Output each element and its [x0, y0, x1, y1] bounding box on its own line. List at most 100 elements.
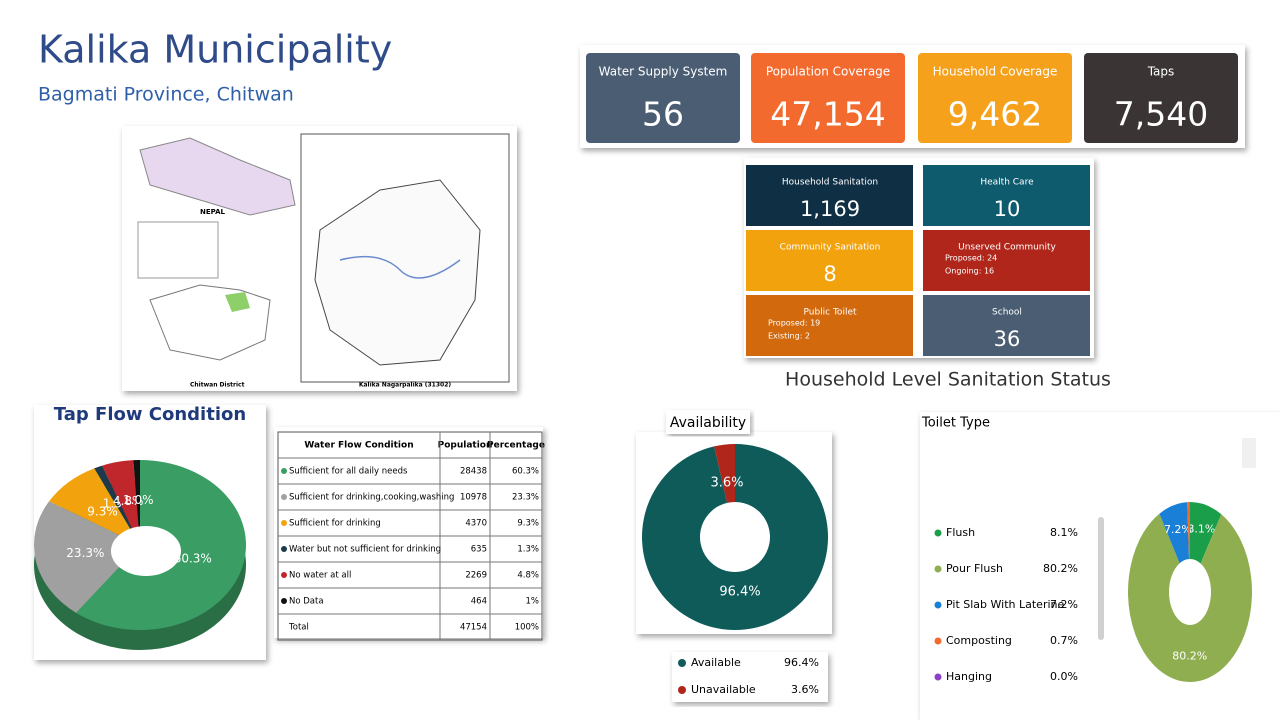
kpi-value: 56 [642, 95, 684, 134]
map-label: Chitwan District [190, 382, 245, 389]
slice-label: 7.2% [1164, 523, 1192, 536]
table-dot [281, 520, 287, 526]
panel-menu [1242, 438, 1256, 468]
legend-dot [678, 686, 686, 694]
table-cell: 9.3% [517, 519, 539, 529]
slice [94, 465, 140, 545]
sanitation-card [746, 165, 913, 226]
legend-value: 0.7% [1050, 634, 1078, 647]
legend-label: Available [691, 656, 741, 669]
slice [1128, 513, 1253, 682]
legend-dot [934, 529, 942, 537]
table-cell: 23.3% [512, 493, 539, 503]
legend-label: Composting [946, 634, 1012, 647]
table-panel [274, 427, 543, 638]
table-cell: Water but not sufficient for drinking [289, 545, 441, 555]
sanitation-label: Unserved Community [958, 243, 1056, 253]
sanitation-label: Community Sanitation [780, 243, 881, 253]
table-cell: 4.8% [517, 571, 539, 581]
slice-label: 3.6% [710, 476, 743, 491]
title: Kalika Municipality [38, 28, 392, 72]
legend-dot [934, 565, 942, 573]
sanitation-line: Ongoing: 16 [945, 267, 994, 276]
table-cell: Sufficient for all daily needs [289, 467, 408, 477]
pie-hole [111, 526, 181, 576]
table-cell: 2269 [465, 571, 487, 581]
kpi-label: Population Coverage [766, 65, 890, 79]
table-dot [281, 468, 287, 474]
table-dot [281, 598, 287, 604]
legend-value: 96.4% [784, 656, 819, 669]
legend-label: Hanging [946, 670, 992, 683]
table-cell: 464 [471, 597, 487, 607]
river [339, 255, 461, 279]
nepal-shape [139, 137, 296, 216]
legend-dot [678, 659, 686, 667]
availability-title: Availability [670, 415, 746, 431]
legend-value: 0.0% [1050, 670, 1078, 683]
slice [1187, 502, 1190, 560]
kpi-label: Household Coverage [933, 65, 1058, 79]
kpi-card [751, 53, 905, 143]
table-cell: 47154 [460, 623, 487, 633]
sanitation-label: School [992, 308, 1022, 318]
kpi-value: 7,540 [1114, 95, 1208, 134]
kalika-highlight [225, 292, 250, 312]
legend-label: Flush [946, 526, 975, 539]
table-cell: Sufficient for drinking [289, 519, 381, 529]
slice-label: 8.1% [1187, 523, 1215, 536]
sanitation-line: Proposed: 24 [945, 254, 997, 263]
kpi-card [586, 53, 740, 143]
slice-label: 4.8% [113, 494, 144, 508]
toilet-title: Toilet Type [921, 416, 990, 431]
sanitation-value: 1,169 [800, 197, 860, 221]
legend-dot [934, 637, 942, 645]
slice [49, 468, 140, 545]
tap-title: Tap Flow Condition [54, 404, 246, 425]
sanitation-caption: Household Level Sanitation Status [785, 369, 1111, 391]
kpi-value: 9,462 [948, 95, 1042, 134]
slice-label: 1.0% [123, 493, 154, 507]
map: NEPAL Chitwan District Kalika Nagarpalik… [122, 126, 517, 391]
table-dot [281, 546, 287, 552]
table-cell: No Data [289, 597, 324, 607]
slice-label: 80.2% [1172, 650, 1207, 663]
availability-title-box [666, 410, 750, 434]
kpi-label: Taps [1147, 65, 1175, 79]
slice [133, 460, 140, 545]
kpi-card [918, 53, 1072, 143]
table-cell: 1.3% [517, 545, 539, 555]
availability-legend-box [672, 652, 828, 702]
map-table [137, 221, 219, 279]
table-cell: Total [288, 623, 309, 633]
sanitation-card [923, 165, 1090, 226]
legend-value: 3.6% [791, 683, 819, 696]
table-cell: No water at all [289, 571, 351, 581]
subtitle: Bagmati Province, Chitwan [38, 84, 294, 106]
legend-dot [934, 673, 942, 681]
sanitation-card [746, 230, 913, 291]
sanitation-value: 8 [823, 262, 836, 286]
table-dot [281, 494, 287, 500]
slice [102, 460, 140, 545]
legend-label: Pit Slab With Laterine [946, 598, 1064, 611]
table-dot [281, 572, 287, 578]
sanitation-value: 36 [994, 327, 1021, 351]
legend-value: 80.2% [1043, 562, 1078, 575]
table-cell: 100% [515, 623, 539, 633]
kpi-card [1084, 53, 1238, 143]
table-cell: 28438 [460, 467, 487, 477]
table-header: Percentage [487, 441, 545, 451]
legend-label: Unavailable [691, 683, 756, 696]
map-label: NEPAL [200, 208, 226, 216]
map-label: Kalika Nagarpalika (31302) [359, 382, 452, 389]
table-cell: 60.3% [512, 467, 539, 477]
slice [641, 444, 828, 630]
sanitation-card [923, 230, 1090, 291]
table-cell: Sufficient for drinking,cooking,washing [289, 493, 454, 503]
slice [34, 501, 140, 613]
legend-value: 7.2% [1050, 598, 1078, 611]
kpi-label: Water Supply System [599, 65, 728, 79]
slice [1159, 502, 1190, 564]
